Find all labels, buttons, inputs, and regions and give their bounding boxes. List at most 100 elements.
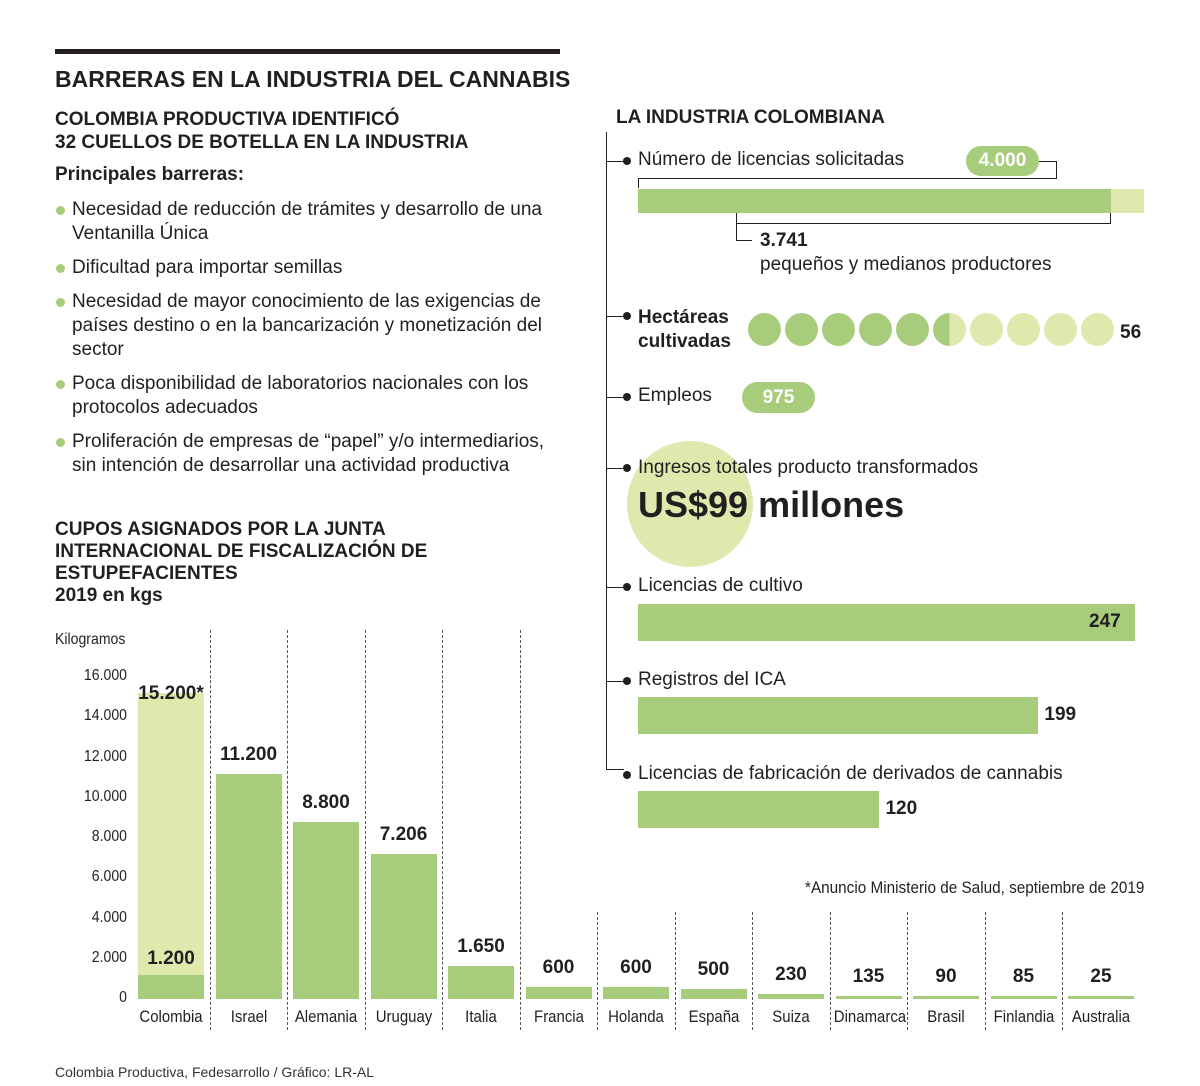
barrier-item: Poca disponibilidad de laboratorios naci… bbox=[55, 372, 565, 420]
bar-holanda bbox=[603, 986, 669, 999]
bullet-dot-icon bbox=[623, 677, 631, 685]
barrier-item: Dificultad para importar semillas bbox=[55, 256, 565, 280]
category-label: Colombia bbox=[139, 1007, 203, 1026]
y-tick-label: 10.000 bbox=[83, 787, 127, 805]
bar-suiza bbox=[758, 994, 824, 999]
bar-israel bbox=[215, 773, 282, 999]
category-separator bbox=[829, 912, 831, 1030]
industry-bar-value: 199 bbox=[1044, 704, 1077, 725]
industry-bar bbox=[638, 791, 880, 828]
bar-value-label: 1.650 bbox=[457, 935, 505, 957]
bar-value-label: 1.200 bbox=[147, 947, 195, 969]
chart-heading-line-4: 2019 en kgs bbox=[55, 585, 163, 606]
industry-bar-label: Licencias de fabricación de derivados de… bbox=[638, 763, 1063, 784]
category-separator bbox=[1062, 912, 1064, 1030]
bar-value-label: 11.200 bbox=[219, 743, 278, 765]
hectarea-circle-icon bbox=[859, 313, 892, 346]
bar-value-label: 7.206 bbox=[379, 823, 428, 845]
bullet-dot-icon bbox=[623, 157, 631, 165]
hectarea-circle-icon bbox=[970, 313, 1003, 346]
category-label: Dinamarca bbox=[833, 1007, 906, 1026]
main-title: BARRERAS EN LA INDUSTRIA DEL CANNABIS bbox=[55, 66, 571, 92]
ingresos-label: Ingresos totales producto transformados bbox=[638, 457, 979, 478]
bar-alemania bbox=[293, 821, 359, 999]
category-label: Uruguay bbox=[375, 1007, 432, 1026]
industry-bar-label: Registros del ICA bbox=[638, 669, 786, 690]
bullet-dot-icon bbox=[623, 393, 631, 401]
ingresos-value: US$99 millones bbox=[638, 484, 905, 525]
category-label: Brasil bbox=[927, 1007, 965, 1026]
category-label: Italia bbox=[465, 1007, 497, 1026]
hectarea-circle-icon bbox=[1044, 313, 1077, 346]
barriers-list: Necesidad de reducción de trámites y des… bbox=[55, 198, 565, 488]
bullet-dot-icon bbox=[623, 312, 631, 320]
bar-españa bbox=[680, 988, 747, 999]
y-tick-label: 0 bbox=[119, 989, 127, 1006]
bar-value-label: 135 bbox=[852, 966, 885, 987]
licencias-small-bar bbox=[638, 189, 1111, 213]
industry-bar-value: 120 bbox=[885, 798, 918, 819]
barrier-item: Proliferación de empresas de “papel” y/o… bbox=[55, 430, 565, 478]
category-separator bbox=[364, 630, 366, 1030]
tree-branch bbox=[606, 316, 624, 317]
bullet-dot-icon bbox=[56, 380, 65, 389]
hectarea-circle-icon bbox=[822, 313, 855, 346]
bar-colombia bbox=[138, 974, 204, 999]
hectarea-circle-icon bbox=[748, 313, 781, 346]
announced-value-label: 15.200* bbox=[138, 683, 204, 705]
licencias-solicitadas-label: Número de licencias solicitadas bbox=[638, 149, 905, 170]
bar-australia bbox=[1068, 996, 1134, 999]
chart-heading-line-2: INTERNACIONAL DE FISCALIZACIÓN DE bbox=[55, 541, 428, 562]
y-axis-title: Kilogramos bbox=[55, 631, 126, 648]
category-label: Suiza bbox=[772, 1007, 810, 1026]
bullet-dot-icon bbox=[56, 298, 65, 307]
bar-value-label: 85 bbox=[1012, 966, 1035, 987]
bullet-dot-icon bbox=[56, 206, 65, 215]
bar-value-label: 500 bbox=[697, 958, 730, 980]
hectarea-circle-icon bbox=[785, 313, 818, 346]
bar-francia bbox=[525, 986, 592, 999]
bullet-dot-icon bbox=[623, 771, 631, 779]
category-separator bbox=[752, 912, 754, 1030]
industry-heading: LA INDUSTRIA COLOMBIANA bbox=[616, 107, 885, 128]
bracket-line bbox=[736, 223, 1111, 224]
barriers-heading: Principales barreras: bbox=[55, 164, 245, 185]
industry-bar bbox=[638, 697, 1039, 734]
bullet-dot-icon bbox=[56, 438, 65, 447]
hectareas-value: 56 bbox=[1120, 322, 1142, 343]
y-tick-label: 6.000 bbox=[91, 868, 127, 886]
licencias-small-desc: pequeños y medianos productores bbox=[760, 254, 1052, 275]
empleos-badge: 975 bbox=[742, 382, 815, 413]
licencias-small-value: 3.741 bbox=[760, 230, 808, 251]
tree-branch bbox=[606, 161, 624, 162]
ingresos-circle bbox=[627, 441, 753, 567]
hectarea-circle-icon bbox=[1007, 313, 1040, 346]
subtitle-line-1: COLOMBIA PRODUCTIVA IDENTIFICÓ bbox=[55, 109, 400, 130]
tree-branch bbox=[606, 681, 624, 682]
bracket-line bbox=[1039, 161, 1057, 162]
announced-bar bbox=[138, 693, 204, 999]
subtitle: COLOMBIA PRODUCTIVA IDENTIFICÓ 32 CUELLO… bbox=[55, 108, 468, 154]
bar-value-label: 600 bbox=[542, 956, 575, 978]
subtitle-line-2: 32 CUELLOS DE BOTELLA EN LA INDUSTRIA bbox=[55, 132, 469, 153]
top-rule bbox=[55, 49, 560, 54]
bar-italia bbox=[448, 965, 514, 999]
source-credit: Colombia Productiva, Fedesarrollo / Gráf… bbox=[55, 1064, 375, 1080]
empleos-label: Empleos bbox=[638, 385, 712, 406]
category-separator bbox=[674, 912, 676, 1030]
tree-vertical-line bbox=[606, 132, 607, 770]
bracket-line bbox=[638, 178, 639, 188]
category-separator bbox=[907, 912, 909, 1030]
y-tick-label: 16.000 bbox=[83, 667, 127, 684]
hectarea-circle-icon bbox=[896, 313, 929, 346]
category-label: Australia bbox=[1071, 1007, 1131, 1026]
chart-heading: CUPOS ASIGNADOS POR LA JUNTA INTERNACION… bbox=[55, 519, 427, 607]
industry-bar-label: Licencias de cultivo bbox=[638, 575, 803, 596]
category-separator bbox=[597, 912, 599, 1030]
licencias-total-badge: 4.000 bbox=[966, 146, 1039, 176]
industry-bar bbox=[638, 604, 1135, 641]
y-tick-label: 14.000 bbox=[83, 707, 127, 725]
category-label: Francia bbox=[533, 1007, 584, 1026]
category-label: España bbox=[688, 1007, 739, 1026]
bar-dinamarca bbox=[835, 996, 902, 999]
